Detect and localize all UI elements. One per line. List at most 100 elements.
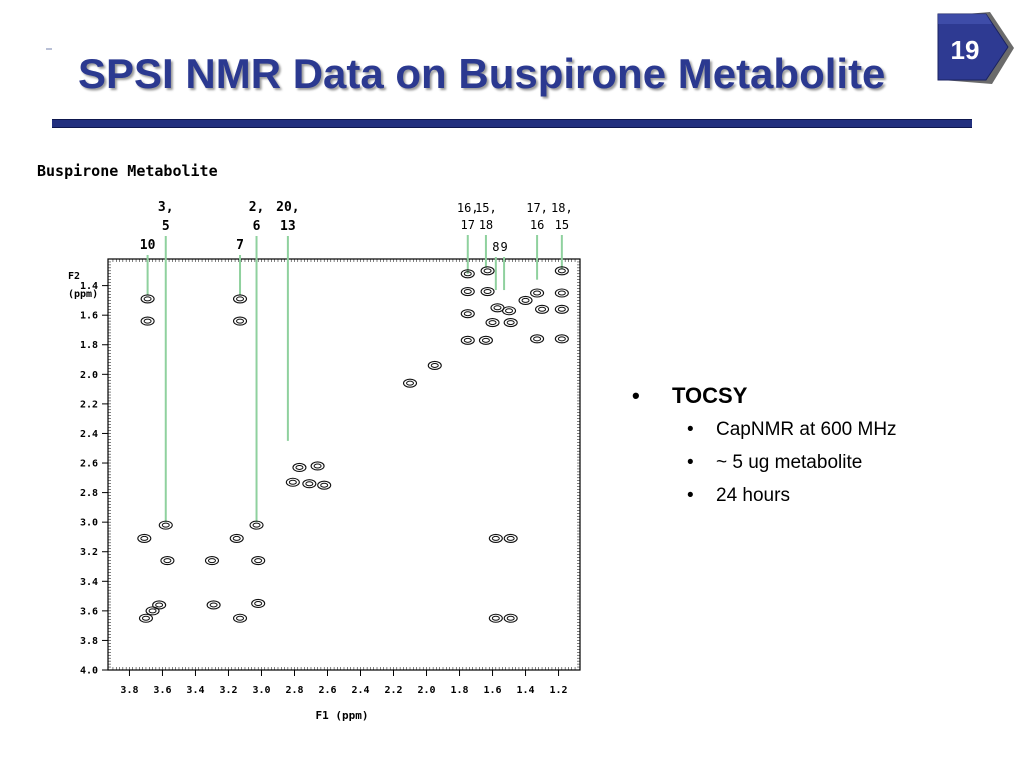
annotation-label: 13 xyxy=(280,219,296,234)
x-tick-label: 1.6 xyxy=(484,685,502,696)
y-tick-label: 3.8 xyxy=(80,636,98,647)
x-tick-label: 1.4 xyxy=(517,685,535,696)
y-tick-label: 2.8 xyxy=(80,488,98,499)
cross-peak xyxy=(206,600,221,610)
annotation-label: 8 xyxy=(492,240,499,254)
cross-peak xyxy=(488,613,503,623)
y-tick-label: 2.4 xyxy=(80,429,98,440)
annotation-label: 16 xyxy=(530,218,544,232)
cross-peak xyxy=(317,480,332,490)
x-tick-label: 2.2 xyxy=(384,685,402,696)
sub-bullet-dot: • xyxy=(687,419,694,440)
cross-peak xyxy=(232,316,248,326)
tocsy-spectrum-chart: Buspirone Metabolite F2 (ppm) 1.4 1.6 1.8 2… xyxy=(37,162,581,722)
bullet-main-text: TOCSY xyxy=(672,383,748,408)
x-axis-label: F1 (ppm) xyxy=(316,709,369,722)
x-tick-label: 3.8 xyxy=(120,685,138,696)
cross-peak xyxy=(251,598,266,609)
chart-title: Buspirone Metabolite xyxy=(37,162,218,180)
cross-peak xyxy=(402,378,418,388)
y-tick-label: 2.0 xyxy=(80,370,98,381)
cross-peak xyxy=(460,309,475,319)
cross-peak xyxy=(478,335,493,345)
sub-bullet-text: 24 hours xyxy=(716,485,790,506)
cross-peak xyxy=(501,306,517,316)
cross-peak xyxy=(530,288,545,298)
annotation-label: 10 xyxy=(140,238,156,253)
cross-peak xyxy=(251,556,266,566)
y-tick-label: 1.6 xyxy=(80,311,98,322)
cross-peak xyxy=(158,520,173,530)
cross-peak xyxy=(460,286,475,297)
y-tick-label: 4.0 xyxy=(80,666,98,677)
y-tick-label: 3.6 xyxy=(80,606,98,617)
x-tick-label: 3.6 xyxy=(153,685,171,696)
cross-peak xyxy=(480,286,495,297)
cross-peak xyxy=(137,533,152,543)
annotation-label: 6 xyxy=(253,219,261,234)
cross-peak xyxy=(427,360,442,370)
x-tick-label: 3.0 xyxy=(252,685,270,696)
cross-peak xyxy=(488,533,503,543)
x-tick-label: 1.8 xyxy=(450,685,468,696)
cross-peak xyxy=(503,533,518,543)
sub-bullet-text: CapNMR at 600 MHz xyxy=(716,419,897,440)
x-tick-label: 2.4 xyxy=(351,685,369,696)
cross-peak xyxy=(503,613,518,623)
cross-peak xyxy=(554,334,569,344)
peak-annotations: 3, 5 10 2, 67 20, 13 16, 17 8 15, 18 9 17, 16 18, 15 xyxy=(140,200,573,523)
annotation-label: 2, xyxy=(249,200,265,215)
cross-peaks xyxy=(137,266,569,623)
cross-peak xyxy=(485,318,500,328)
y-tick-label: 2.2 xyxy=(80,399,98,410)
slide-number-badge: 19 xyxy=(934,12,1014,88)
cross-peak xyxy=(145,606,160,616)
x-axis-ticks: 3.8 3.6 3.4 3.2 3.0 2.8 2.6 2.4 2.2 2.0 1.8 1.6 1.4 1… xyxy=(120,670,568,696)
y-tick-label: 3.4 xyxy=(80,577,98,588)
x-tick-label: 3.4 xyxy=(186,685,204,696)
cross-peak xyxy=(518,295,533,305)
annotation-label: 15, xyxy=(475,201,497,215)
annotation-label: 9 xyxy=(500,240,507,254)
bullet-dot: • xyxy=(632,383,640,408)
annotation-label: 20, xyxy=(276,200,299,215)
cross-peak xyxy=(503,318,518,328)
cross-peak xyxy=(310,461,325,471)
cross-peak xyxy=(140,316,155,326)
cross-peak xyxy=(480,266,495,276)
cross-peak xyxy=(204,556,220,566)
cross-peak xyxy=(534,304,550,314)
cross-peak xyxy=(229,533,244,543)
annotation-label: 17 xyxy=(461,218,475,232)
y-tick-label: 2.6 xyxy=(80,459,98,470)
y-axis-label-line-2: (ppm) xyxy=(68,289,98,300)
cross-peak xyxy=(302,479,317,489)
cross-peak xyxy=(554,304,569,314)
annotation-label: 7 xyxy=(236,238,244,253)
y-tick-label: 3.0 xyxy=(80,518,98,529)
slide-title: SPSI NMR Data on Buspirone Metabolite xyxy=(78,50,886,97)
cross-peak xyxy=(554,288,569,298)
cross-peak xyxy=(140,294,155,304)
cross-peak xyxy=(530,334,545,344)
y-axis-ticks: 1.4 1.6 1.8 2.0 2.2 2.4 2.6 2.8 3.0 3.2 3.4 3.6 3.8 4… xyxy=(80,281,108,677)
annotation-label: 17, xyxy=(526,201,548,215)
sub-bullet-text: ~ 5 ug metabolite xyxy=(716,452,863,473)
cross-peak xyxy=(232,613,248,623)
annotation-label: 18, xyxy=(551,201,573,215)
title-rule xyxy=(52,119,972,128)
annotation-label: 3, xyxy=(158,200,174,215)
x-tick-label: 2.6 xyxy=(318,685,336,696)
x-tick-label: 2.8 xyxy=(285,685,303,696)
sub-bullet-dot: • xyxy=(687,452,694,473)
cross-peak xyxy=(152,600,167,610)
x-tick-label: 3.2 xyxy=(219,685,237,696)
annotation-label: 5 xyxy=(162,219,170,234)
cross-peak xyxy=(292,462,307,473)
x-tick-label: 2.0 xyxy=(417,685,435,696)
annotation-label: 15 xyxy=(555,218,569,232)
cross-peak xyxy=(232,294,248,304)
y-tick-label: 1.8 xyxy=(80,340,98,351)
annotation-label: 18 xyxy=(479,218,493,232)
cross-peak xyxy=(554,266,569,276)
